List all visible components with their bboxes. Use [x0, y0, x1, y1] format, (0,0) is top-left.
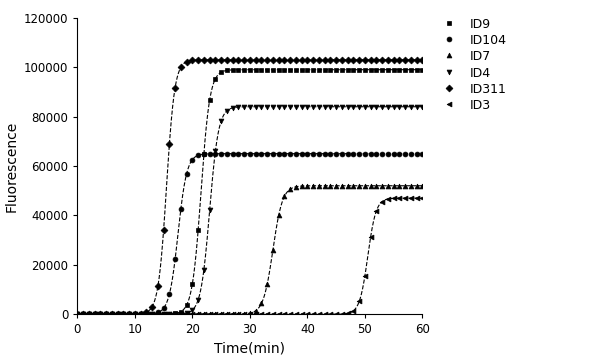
Line: ID3: ID3: [75, 196, 425, 317]
ID311: [195, 58, 202, 62]
Line: ID7: ID7: [75, 183, 425, 317]
ID9: [378, 67, 386, 72]
ID9: [258, 67, 265, 72]
ID311: [143, 310, 150, 315]
X-axis label: Time(min): Time(min): [214, 342, 286, 356]
ID9: [419, 67, 426, 72]
ID104: [258, 151, 265, 156]
ID104: [281, 151, 288, 156]
Y-axis label: Fluorescence: Fluorescence: [4, 120, 18, 212]
ID311: [378, 58, 386, 62]
ID4: [154, 312, 161, 316]
ID9: [154, 312, 161, 316]
ID7: [281, 194, 288, 198]
ID9: [143, 312, 150, 316]
ID3: [195, 312, 202, 316]
ID7: [195, 312, 202, 316]
ID4: [373, 105, 380, 109]
ID4: [74, 312, 81, 316]
ID4: [258, 105, 265, 109]
ID9: [361, 67, 368, 72]
Legend: ID9, ID104, ID7, ID4, ID311, ID3: ID9, ID104, ID7, ID4, ID311, ID3: [436, 18, 506, 112]
ID311: [154, 284, 161, 288]
ID311: [419, 58, 426, 62]
ID311: [281, 58, 288, 62]
ID9: [195, 228, 202, 232]
Line: ID9: ID9: [75, 67, 425, 317]
ID3: [373, 208, 380, 213]
ID3: [143, 312, 150, 316]
ID7: [373, 183, 380, 188]
ID104: [154, 310, 161, 315]
ID311: [74, 312, 81, 316]
ID4: [195, 298, 202, 302]
ID104: [143, 312, 150, 316]
ID3: [258, 312, 265, 316]
ID9: [281, 67, 288, 72]
ID7: [258, 301, 265, 306]
Line: ID104: ID104: [75, 151, 425, 317]
ID9: [74, 312, 81, 316]
ID104: [419, 151, 426, 156]
ID3: [419, 196, 426, 200]
Line: ID4: ID4: [75, 104, 425, 317]
ID7: [143, 312, 150, 316]
ID4: [281, 105, 288, 109]
ID4: [378, 105, 386, 109]
ID104: [195, 153, 202, 157]
ID104: [339, 151, 346, 156]
ID7: [419, 183, 426, 188]
ID7: [74, 312, 81, 316]
Line: ID311: ID311: [75, 57, 425, 317]
ID311: [258, 58, 265, 62]
ID311: [315, 58, 322, 62]
ID3: [281, 312, 288, 316]
ID4: [419, 105, 426, 109]
ID104: [74, 312, 81, 316]
ID3: [154, 312, 161, 316]
ID3: [74, 312, 81, 316]
ID7: [154, 312, 161, 316]
ID104: [378, 151, 386, 156]
ID4: [143, 312, 150, 316]
